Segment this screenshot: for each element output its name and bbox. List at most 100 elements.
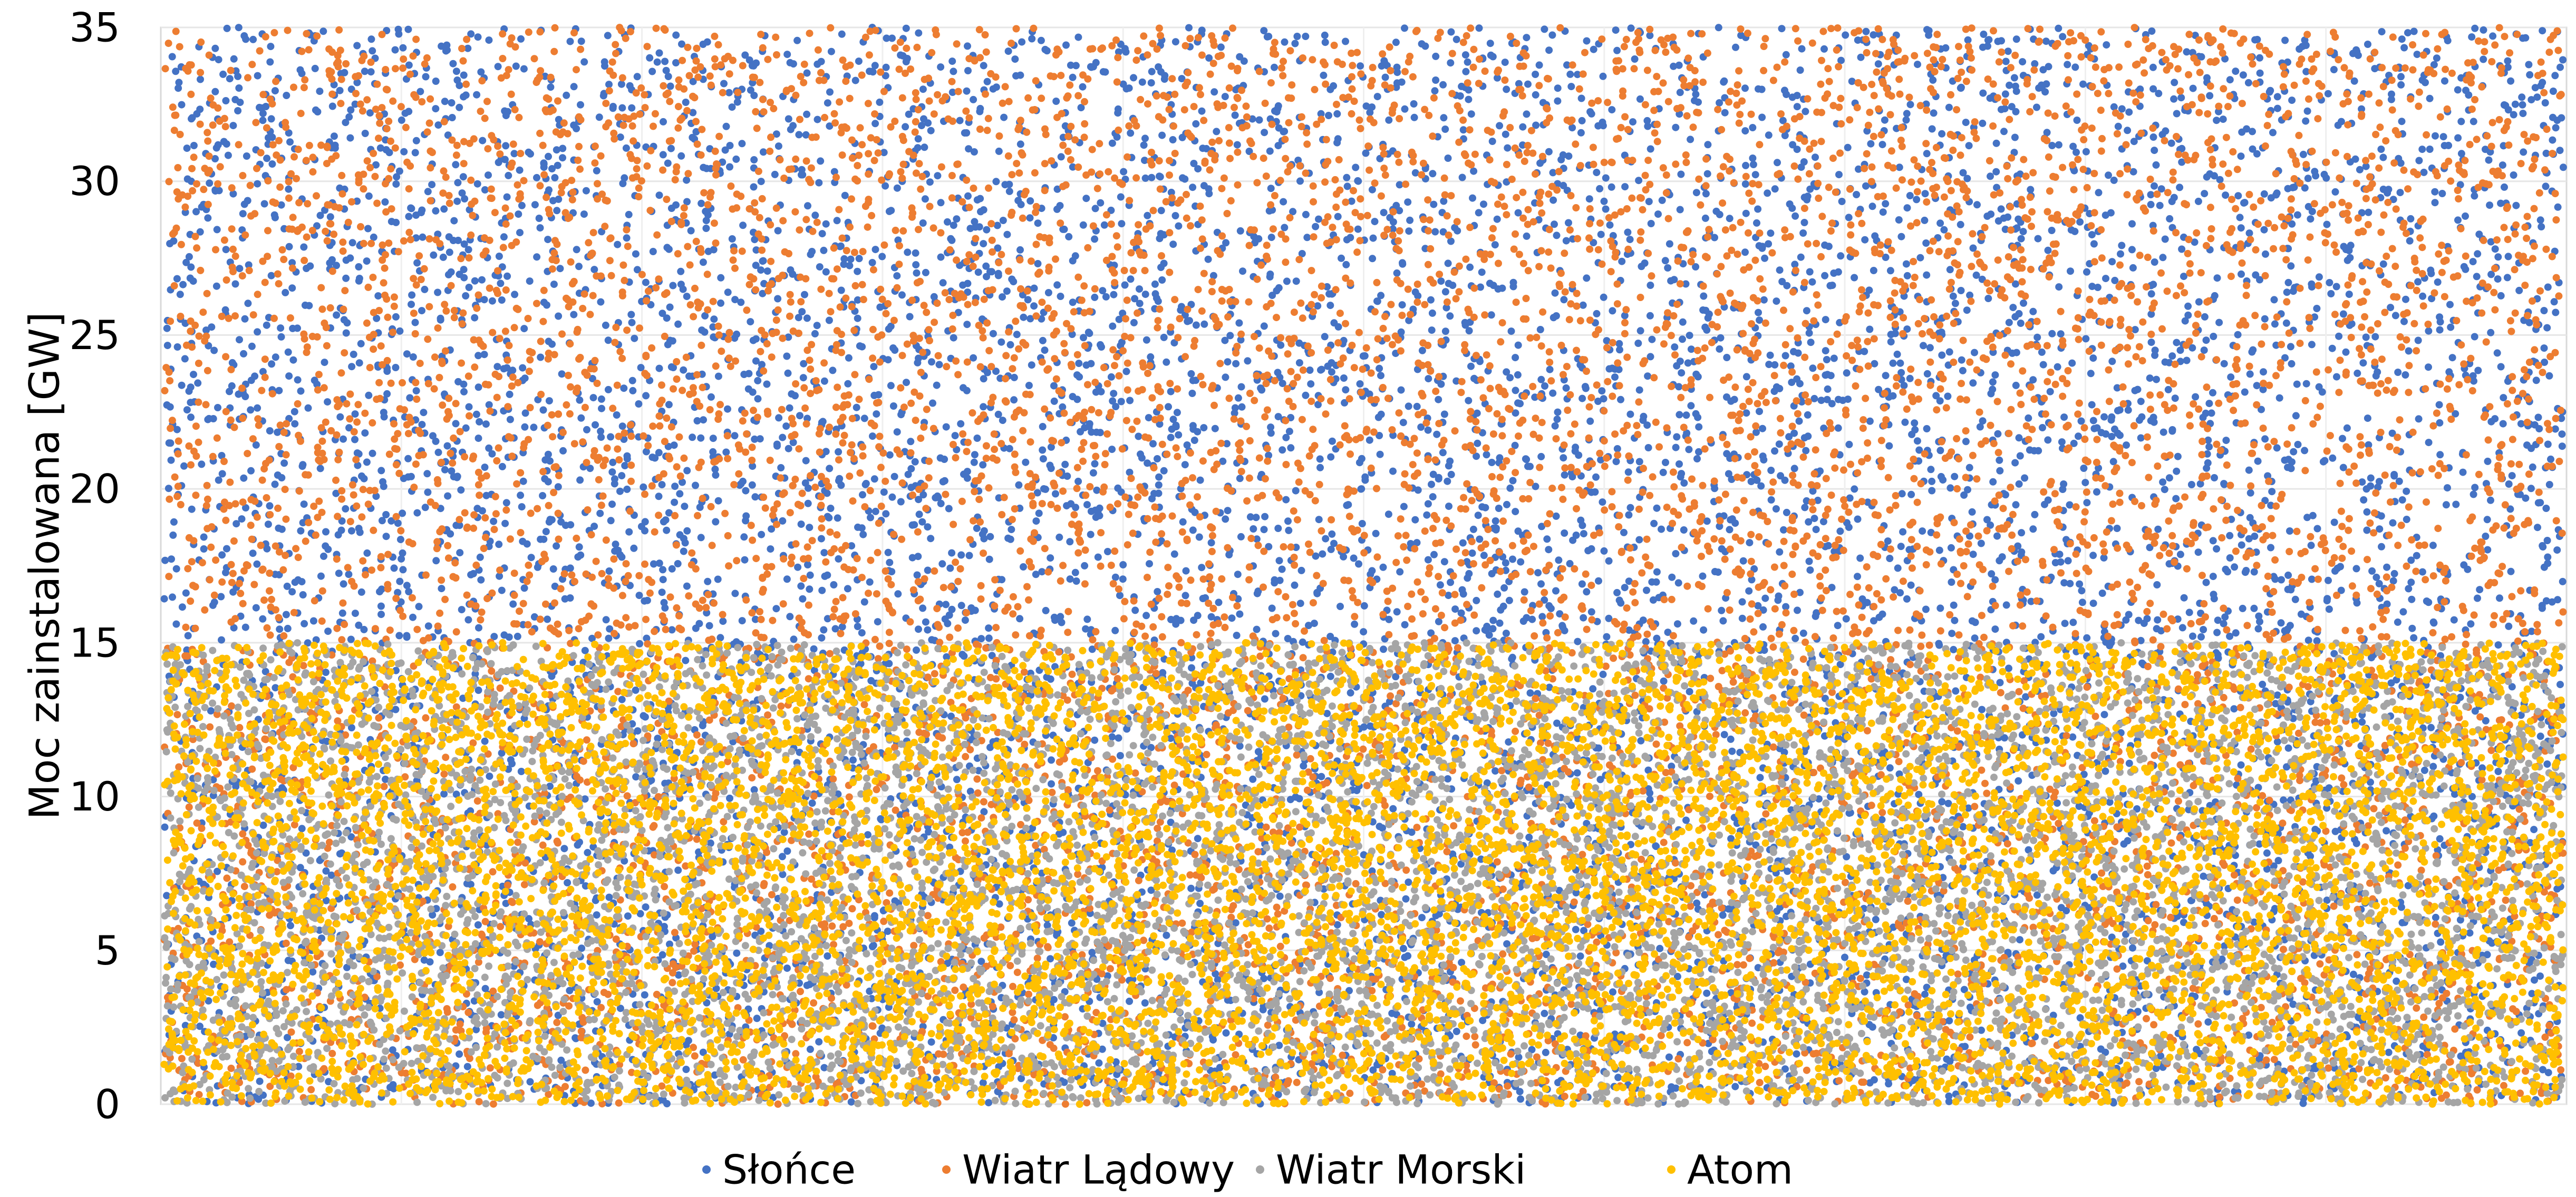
data-point bbox=[2261, 315, 2269, 323]
data-point bbox=[1298, 567, 1305, 574]
data-point bbox=[2540, 307, 2548, 314]
data-point bbox=[835, 555, 842, 563]
data-point bbox=[2210, 537, 2217, 544]
data-point bbox=[2325, 90, 2332, 98]
data-point bbox=[739, 478, 747, 485]
data-point bbox=[280, 459, 288, 467]
data-point bbox=[2383, 564, 2390, 571]
data-point bbox=[1749, 155, 1756, 162]
data-point bbox=[630, 545, 637, 552]
data-point bbox=[243, 152, 250, 160]
data-point bbox=[1742, 409, 1750, 417]
data-point bbox=[2377, 146, 2385, 153]
data-point bbox=[957, 552, 965, 559]
data-point bbox=[1007, 341, 1014, 349]
data-point bbox=[1369, 255, 1376, 262]
data-point bbox=[1574, 769, 1581, 777]
data-point bbox=[1605, 557, 1613, 565]
data-point bbox=[301, 620, 308, 628]
data-point bbox=[999, 293, 1006, 301]
data-point bbox=[2470, 378, 2477, 385]
data-point bbox=[230, 55, 238, 63]
data-point bbox=[2512, 101, 2519, 108]
data-point bbox=[1676, 411, 1683, 418]
data-point bbox=[2200, 626, 2207, 633]
data-point bbox=[1767, 467, 1775, 474]
data-point bbox=[878, 253, 886, 260]
data-point bbox=[1611, 373, 1619, 381]
data-point bbox=[263, 322, 270, 329]
data-point bbox=[1425, 556, 1432, 564]
data-point bbox=[462, 292, 469, 300]
data-point bbox=[2128, 220, 2136, 228]
data-point bbox=[2054, 363, 2061, 371]
data-point bbox=[481, 186, 489, 194]
data-point bbox=[1887, 338, 1895, 345]
data-point bbox=[1578, 395, 1586, 402]
data-point bbox=[751, 493, 759, 500]
data-point bbox=[282, 289, 289, 296]
data-point bbox=[242, 624, 249, 631]
data-point bbox=[1447, 578, 1454, 586]
data-point bbox=[452, 161, 459, 168]
data-point bbox=[1083, 501, 1091, 508]
data-point bbox=[2213, 117, 2220, 124]
data-point bbox=[2486, 201, 2493, 209]
data-point bbox=[2213, 629, 2221, 636]
data-point bbox=[2437, 939, 2444, 946]
data-point bbox=[682, 657, 689, 664]
data-point bbox=[866, 578, 874, 586]
data-point bbox=[2544, 284, 2552, 291]
data-point bbox=[1545, 546, 1552, 553]
data-point bbox=[2037, 633, 2045, 641]
data-point bbox=[365, 192, 373, 200]
data-point bbox=[2186, 609, 2193, 616]
data-point bbox=[1439, 81, 1447, 89]
data-point bbox=[814, 116, 821, 123]
data-point bbox=[2307, 215, 2314, 223]
data-point bbox=[750, 156, 758, 163]
data-point bbox=[1821, 272, 1828, 279]
data-point bbox=[2154, 526, 2162, 533]
data-point bbox=[731, 296, 739, 303]
data-point bbox=[418, 307, 425, 314]
data-point bbox=[2153, 161, 2160, 169]
data-point bbox=[1743, 373, 1750, 380]
data-point bbox=[419, 234, 427, 241]
data-point bbox=[563, 92, 570, 99]
data-point bbox=[194, 379, 201, 387]
data-point bbox=[2425, 327, 2432, 335]
data-point bbox=[2356, 166, 2364, 173]
data-point bbox=[1822, 347, 1829, 354]
data-point bbox=[1469, 195, 1476, 202]
data-point bbox=[1464, 59, 1471, 66]
data-point bbox=[1441, 411, 1448, 418]
data-point bbox=[2329, 345, 2336, 352]
data-point bbox=[1702, 215, 1709, 222]
data-point bbox=[2505, 480, 2513, 488]
data-point bbox=[1496, 122, 1503, 129]
data-point bbox=[2095, 189, 2103, 196]
data-point bbox=[1236, 53, 1243, 61]
data-point bbox=[1617, 396, 1624, 403]
data-point bbox=[1503, 501, 1510, 508]
data-point bbox=[1916, 254, 1924, 262]
data-point bbox=[2515, 287, 2523, 294]
data-point bbox=[335, 569, 343, 577]
data-point bbox=[1886, 555, 1893, 562]
data-point bbox=[1978, 540, 1985, 547]
data-point bbox=[676, 490, 683, 497]
data-point bbox=[1361, 602, 1368, 610]
data-point bbox=[394, 519, 402, 527]
data-point bbox=[661, 58, 669, 65]
data-point bbox=[1687, 402, 1694, 409]
data-point bbox=[2510, 171, 2517, 179]
data-point bbox=[1504, 144, 1511, 152]
data-point bbox=[235, 84, 243, 92]
data-point bbox=[1536, 160, 1544, 167]
data-point bbox=[362, 130, 369, 137]
data-point bbox=[1514, 371, 1522, 379]
data-point bbox=[2399, 496, 2406, 504]
data-point bbox=[2129, 264, 2137, 272]
data-point bbox=[2296, 45, 2303, 53]
